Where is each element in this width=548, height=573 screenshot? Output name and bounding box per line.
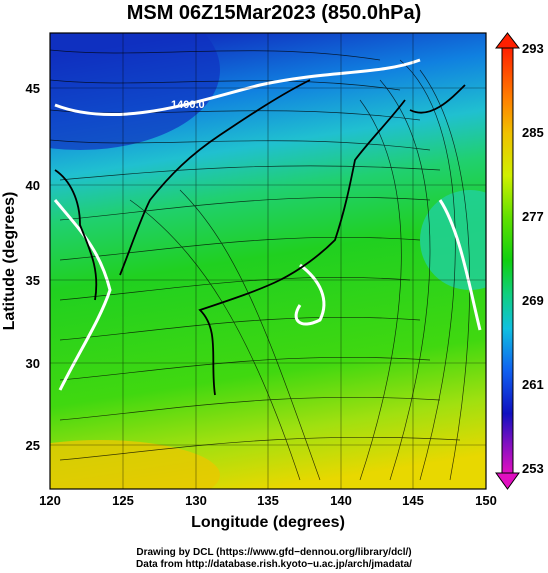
x-tick-label: 130 — [185, 493, 207, 508]
page-title: MSM 06Z15Mar2023 (850.0hPa) — [126, 2, 422, 24]
colorbar-min-arrow — [495, 472, 520, 490]
x-tick-label: 145 — [402, 493, 424, 508]
colorbar-tick-label: 269 — [522, 293, 544, 308]
y-tick-label: 25 — [26, 438, 40, 453]
y-tick-label: 40 — [26, 178, 40, 193]
x-tick-label: 150 — [475, 493, 497, 508]
x-tick-label: 135 — [257, 493, 279, 508]
grid — [50, 33, 486, 489]
contour-label: 1400.0 — [171, 99, 205, 111]
colorbar-max-arrow — [494, 32, 521, 49]
map-frame — [49, 32, 487, 490]
x-tick-label: 140 — [330, 493, 352, 508]
colorbar-scale — [501, 47, 514, 474]
colorbar-tick-label: 285 — [522, 125, 544, 140]
x-axis: 120 125 130 135 140 145 150 Longitude (d… — [39, 493, 497, 531]
y-axis-label: Latitude (degrees) — [1, 192, 18, 331]
y-axis: 45 40 35 30 25 Latitude (degrees) — [1, 81, 40, 453]
temperature-field: 1400.0 — [50, 33, 486, 489]
x-tick-label: 120 — [39, 493, 61, 508]
credit-data: Data from http://database.rish.kyoto−u.a… — [136, 559, 412, 570]
y-tick-label: 45 — [26, 81, 40, 96]
geopotential-contours — [53, 58, 482, 391]
colorbar: 293 285 277 269 261 253 — [494, 32, 544, 490]
colorbar-tick-label: 277 — [522, 209, 544, 224]
credit-drawing: Drawing by DCL (https://www.gfd−dennou.o… — [136, 547, 412, 558]
colorbar-tick-label: 293 — [522, 41, 544, 56]
y-tick-label: 35 — [26, 273, 40, 288]
x-tick-label: 125 — [112, 493, 134, 508]
coastlines — [54, 79, 466, 396]
y-tick-label: 30 — [26, 356, 40, 371]
x-axis-label: Longitude (degrees) — [191, 514, 345, 531]
colorbar-tick-label: 253 — [522, 461, 544, 476]
colorbar-tick-label: 261 — [522, 377, 544, 392]
